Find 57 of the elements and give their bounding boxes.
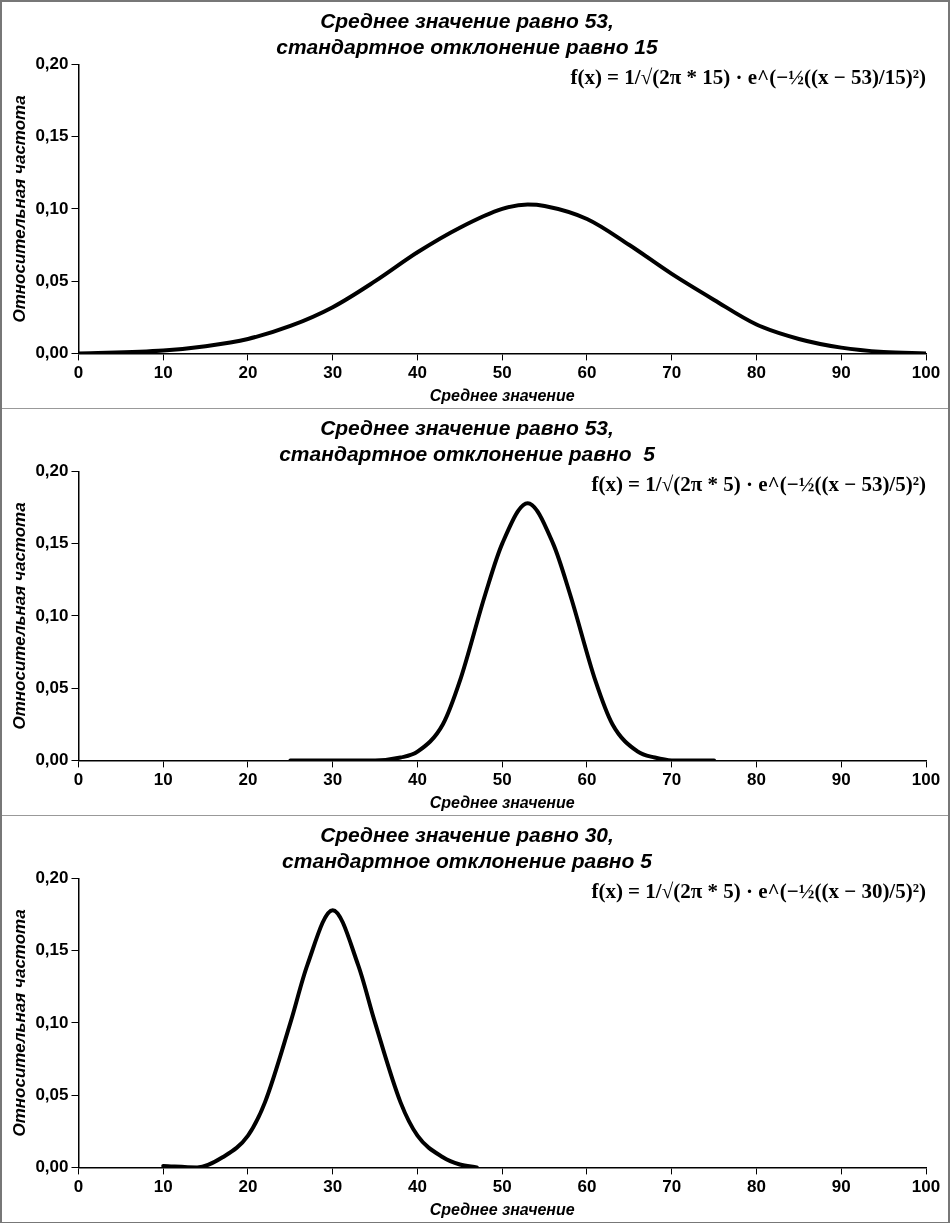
annotation: f(x) = 1/√(2π * 5) · e^(−½((x − 53)/5)²) [591, 472, 926, 497]
x-tick-label: 80 [747, 363, 766, 383]
x-tick-label: 10 [153, 363, 173, 383]
y-axis-title: Относительная частота [9, 502, 29, 730]
x-tick-label: 10 [153, 770, 173, 790]
x-tick-label: 100 [911, 770, 941, 790]
x-tick-label: 10 [153, 1177, 173, 1197]
x-tick-label: 0 [73, 363, 84, 383]
x-axis-title: Среднее значение [429, 1200, 575, 1218]
x-tick-label: 30 [323, 770, 343, 790]
x-tick-label: 50 [492, 363, 512, 383]
annotation: f(x) = 1/√(2π * 15) · e^(−½((x − 53)/15)²) [570, 65, 926, 90]
y-axis-title: Относительная частота [9, 909, 29, 1137]
y-tick-label: 0,10 [35, 198, 69, 218]
y-tick-label: 0,15 [35, 126, 69, 146]
y-tick-label: 0,10 [35, 605, 69, 625]
x-tick-label: 70 [662, 770, 682, 790]
x-tick-label: 70 [662, 1177, 682, 1197]
x-tick-label: 60 [577, 363, 597, 383]
x-axis-title: Среднее значение [429, 386, 575, 404]
y-tick-label: 0,20 [35, 461, 69, 481]
x-axis-title: Среднее значение [429, 793, 575, 811]
x-tick-label: 0 [73, 1177, 84, 1197]
x-tick-label: 90 [831, 1177, 851, 1197]
x-tick-label: 60 [577, 1177, 597, 1197]
y-tick-label: 0,15 [35, 533, 69, 553]
x-tick-label: 100 [911, 363, 941, 383]
y-tick-label: 0,05 [35, 1084, 69, 1104]
y-tick-label: 0,05 [35, 677, 69, 697]
y-tick-label: 0,00 [35, 343, 69, 363]
x-tick-label: 70 [662, 363, 682, 383]
annotation: f(x) = 1/√(2π * 5) · e^(−½((x − 30)/5)²) [591, 879, 926, 904]
y-tick-label: 0,10 [35, 1012, 69, 1032]
y-tick-label: 0,00 [35, 750, 69, 770]
x-tick-label: 50 [492, 770, 512, 790]
y-tick-label: 0,05 [35, 270, 69, 290]
x-tick-label: 30 [323, 1177, 343, 1197]
y-tick-label: 0,00 [35, 1157, 69, 1177]
x-tick-label: 60 [577, 770, 597, 790]
x-tick-label: 40 [408, 1177, 427, 1197]
x-tick-label: 40 [408, 770, 427, 790]
y-axis-title: Относительная частота [9, 95, 29, 323]
x-tick-label: 90 [831, 770, 851, 790]
y-tick-label: 0,20 [35, 868, 69, 888]
x-tick-label: 0 [73, 770, 84, 790]
x-tick-label: 50 [492, 1177, 512, 1197]
y-tick-label: 0,15 [35, 940, 69, 960]
x-tick-label: 20 [238, 363, 258, 383]
x-tick-label: 40 [408, 363, 427, 383]
x-tick-label: 80 [747, 770, 766, 790]
x-tick-label: 20 [238, 770, 258, 790]
x-tick-label: 100 [911, 1177, 941, 1197]
x-tick-label: 20 [238, 1177, 258, 1197]
x-tick-label: 80 [747, 1177, 766, 1197]
y-tick-label: 0,20 [35, 54, 69, 74]
x-tick-label: 90 [831, 363, 851, 383]
x-tick-label: 30 [323, 363, 343, 383]
